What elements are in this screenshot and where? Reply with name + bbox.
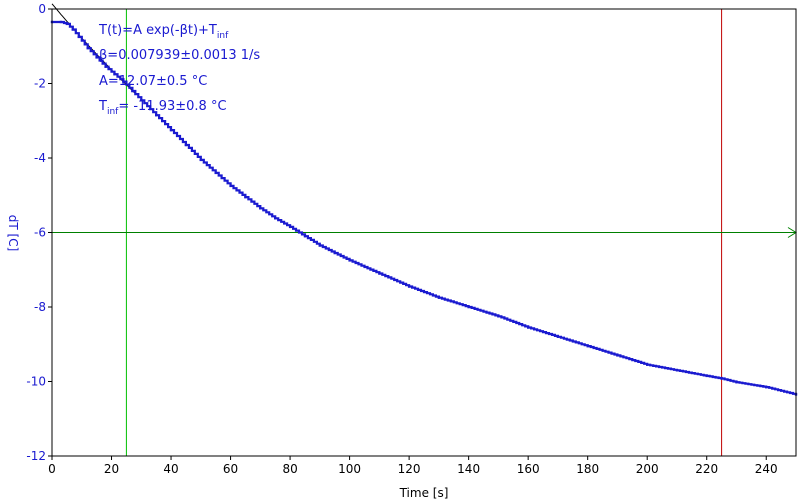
data-point (104, 65, 107, 68)
data-point (348, 259, 351, 262)
data-point (214, 171, 217, 175)
data-point (288, 225, 292, 229)
data-point (122, 80, 125, 83)
y-tick-label: -8 (34, 300, 46, 314)
data-point (86, 46, 89, 50)
data-point (497, 315, 500, 318)
data-point (675, 369, 679, 372)
plot-frame (51, 8, 797, 457)
data-point (303, 235, 307, 238)
data-point (720, 377, 723, 380)
data-point (169, 128, 173, 132)
data-point (184, 143, 188, 147)
data-point (527, 326, 530, 329)
x-tick-label: 0 (48, 462, 56, 476)
data-series (50, 20, 798, 396)
x-tick-label: 180 (576, 462, 599, 476)
data-point (259, 207, 262, 210)
data-point (556, 335, 560, 338)
data-point (77, 35, 80, 39)
data-point (378, 272, 381, 275)
y-tick-label: -12 (26, 449, 46, 463)
data-point (65, 22, 69, 26)
y-axis-label: dT [C] (6, 215, 20, 252)
data-point (646, 363, 649, 366)
data-point (131, 89, 134, 93)
x-tick-label: 80 (282, 462, 297, 476)
data-point (113, 73, 116, 76)
x-axis-label: Time [s] (399, 486, 449, 500)
data-point (71, 28, 74, 31)
amplitude-text: A=12.07±0.5 °C (99, 74, 207, 89)
x-tick-label: 220 (695, 462, 718, 476)
data-point (467, 305, 470, 309)
data-point (155, 114, 158, 117)
y-tick-label: -4 (34, 151, 46, 165)
data-point (616, 354, 619, 357)
data-point (274, 217, 277, 220)
data-point (244, 195, 247, 199)
x-tick-label: 160 (517, 462, 540, 476)
fit-annotation: T(t)=A exp(-βt)+Tinf β=0.007939±0.0013 1… (98, 23, 260, 117)
x-tick-label: 100 (338, 462, 361, 476)
beta-text: β=0.007939±0.0013 1/s (99, 48, 260, 63)
data-point (140, 99, 143, 102)
data-point (333, 251, 336, 255)
data-point (407, 285, 411, 288)
y-tick-label: 0 (38, 2, 46, 16)
y-tick-label: -10 (26, 375, 46, 389)
data-point (318, 244, 321, 247)
data-point (95, 56, 98, 59)
x-tick-label: 20 (104, 462, 119, 476)
data-point (735, 381, 738, 384)
x-tick-label: 240 (755, 462, 778, 476)
data-point (437, 296, 441, 299)
formula-text: T(t)=A exp(-βt)+Tinf (98, 23, 229, 41)
tinf-text: Tinf= -11.93±0.8 °C (98, 99, 227, 117)
data-point (586, 344, 589, 348)
data-point (199, 158, 202, 162)
data-point (59, 20, 63, 24)
x-tick-label: 60 (223, 462, 238, 476)
y-tick-label: -6 (34, 226, 46, 240)
ticks: 0 20 40 60 80 100 120 140 160 180 200 220 240 0 -2 -4 -6… (26, 2, 777, 476)
y-tick-label: -2 (34, 77, 46, 91)
x-tick-label: 120 (398, 462, 421, 476)
data-trace (52, 20, 798, 395)
data-point (705, 374, 708, 378)
data-point (229, 184, 232, 188)
data-point (765, 385, 768, 389)
x-tick-label: 40 (163, 462, 178, 476)
x-tick-label: 140 (457, 462, 480, 476)
x-tick-label: 200 (636, 462, 659, 476)
